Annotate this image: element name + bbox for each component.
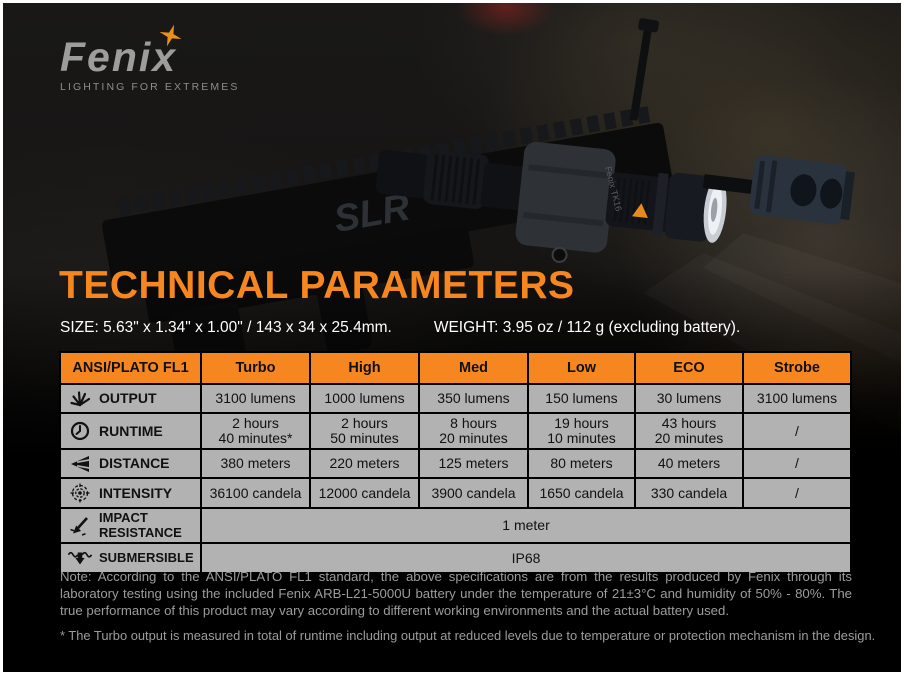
fenix-tagline: LIGHTING FOR EXTREMES	[60, 81, 240, 93]
table-row-distance: DISTANCE 380 meters 220 meters 125 meter…	[59, 448, 852, 479]
spec-cell: 150 lumens	[527, 383, 636, 414]
spec-cell: 3100 lumens	[742, 383, 852, 414]
spec-cell: 1650 candela	[527, 477, 636, 509]
spec-cell: 43 hours 20 minutes	[634, 412, 744, 450]
output-icon	[68, 390, 92, 408]
spec-cell: 19 hours 10 minutes	[527, 412, 636, 450]
note-asterisk: * The Turbo output is measured in total …	[60, 628, 876, 644]
spec-cell: 3100 lumens	[200, 383, 311, 414]
impact-icon	[68, 516, 92, 536]
row-label: SUBMERSIBLE	[99, 549, 194, 565]
footnotes: Note: According to the ANSI/PLATO FL1 st…	[60, 569, 876, 645]
spec-cell-merged: IP68	[200, 542, 852, 574]
row-label: OUTPUT	[99, 390, 157, 407]
spec-cell: /	[742, 448, 852, 479]
spec-cell: 350 lumens	[418, 383, 529, 414]
row-label: INTENSITY	[99, 484, 173, 501]
row-label: IMPACT RESISTANCE	[99, 510, 182, 540]
spec-cell: 220 meters	[309, 448, 420, 479]
row-label: RUNTIME	[99, 422, 163, 439]
spec-cell: 2 hours 40 minutes*	[200, 412, 311, 450]
spec-cell: 3900 candela	[418, 477, 529, 509]
spec-cell-merged: 1 meter	[200, 507, 852, 544]
runtime-icon	[68, 421, 92, 441]
table-header-row: ANSI/PLATO FL1 Turbo High Med Low ECO St…	[59, 351, 852, 385]
table-row-intensity: INTENSITY 36100 candela 12000 candela 39…	[59, 477, 852, 509]
product-photo: SLR	[3, 3, 901, 461]
spec-table: ANSI/PLATO FL1 Turbo High Med Low ECO St…	[59, 351, 852, 574]
row-label: DISTANCE	[99, 455, 170, 472]
fenix-star-icon	[159, 24, 182, 47]
column-header-turbo: Turbo	[200, 351, 311, 385]
table-row-output: OUTPUT 3100 lumens 1000 lumens 350 lumen…	[59, 383, 852, 414]
intensity-icon	[68, 483, 92, 503]
column-header-eco: ECO	[634, 351, 744, 385]
note-main: Note: According to the ANSI/PLATO FL1 st…	[60, 569, 852, 618]
distance-icon	[68, 455, 92, 473]
table-row-impact-resistance: IMPACT RESISTANCE 1 meter	[59, 507, 852, 544]
size-weight-line: SIZE: 5.63" x 1.34" x 1.00" / 143 x 34 x…	[60, 319, 860, 337]
column-header-high: High	[309, 351, 420, 385]
spec-cell: 12000 candela	[309, 477, 420, 509]
fenix-logo: Fenix LIGHTING FOR EXTREMES	[60, 24, 240, 93]
rifle-marking-text: SLR	[331, 186, 414, 241]
spec-cell: 2 hours 50 minutes	[309, 412, 420, 450]
flashlight-marking-text: Fenix TK16	[603, 165, 624, 212]
spec-cell: 80 meters	[527, 448, 636, 479]
table-row-submersible: SUBMERSIBLE IP68	[59, 542, 852, 574]
spec-cell: /	[742, 412, 852, 450]
column-header-low: Low	[527, 351, 636, 385]
spec-cell: /	[742, 477, 852, 509]
spec-cell: 1000 lumens	[309, 383, 420, 414]
page-title: TECHNICAL PARAMETERS	[59, 264, 575, 307]
spec-cell: 330 candela	[634, 477, 744, 509]
spec-cell: 40 meters	[634, 448, 744, 479]
fenix-wordmark: Fenix	[60, 34, 178, 80]
spec-cell: 125 meters	[418, 448, 529, 479]
spec-cell: 36100 candela	[200, 477, 311, 509]
spec-cell: 30 lumens	[634, 383, 744, 414]
column-header-standard: ANSI/PLATO FL1	[59, 351, 202, 385]
column-header-strobe: Strobe	[742, 351, 852, 385]
column-header-med: Med	[418, 351, 529, 385]
weight-spec: WEIGHT: 3.95 oz / 112 g (excluding batte…	[433, 319, 741, 336]
warning-triangle-icon	[631, 203, 648, 218]
submersible-icon	[68, 550, 92, 566]
table-row-runtime: RUNTIME 2 hours 40 minutes* 2 hours 50 m…	[59, 412, 852, 450]
spec-cell: 8 hours 20 minutes	[418, 412, 529, 450]
size-spec: SIZE: 5.63" x 1.34" x 1.00" / 143 x 34 x…	[60, 319, 392, 336]
spec-cell: 380 meters	[200, 448, 311, 479]
